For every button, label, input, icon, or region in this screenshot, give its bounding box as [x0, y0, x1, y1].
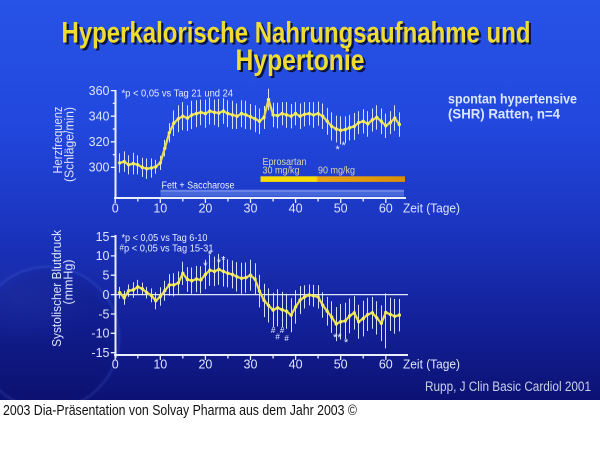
svg-text:60: 60 [379, 202, 393, 216]
svg-text:30: 30 [244, 358, 258, 372]
svg-text:spontan hypertensive: spontan hypertensive [448, 91, 577, 107]
svg-text:Zeit (Tage): Zeit (Tage) [403, 202, 460, 216]
svg-text:0: 0 [103, 288, 110, 302]
svg-text:#p < 0,05 vs Tag 15-31: #p < 0,05 vs Tag 15-31 [120, 243, 214, 255]
svg-text:20: 20 [198, 358, 212, 372]
svg-text:0: 0 [112, 202, 119, 216]
svg-text:40: 40 [289, 202, 303, 216]
svg-text:40: 40 [289, 358, 303, 372]
svg-text:#: # [284, 334, 289, 343]
svg-text:Zeit (Tage): Zeit (Tage) [403, 358, 460, 372]
svg-text:#: # [280, 326, 285, 335]
svg-text:20: 20 [198, 202, 212, 216]
svg-text:*: * [217, 257, 222, 269]
svg-text:340: 340 [89, 110, 110, 124]
svg-text:30: 30 [244, 202, 258, 216]
svg-text:*p < 0,05 vs Tag 6-10: *p < 0,05 vs Tag 6-10 [122, 232, 208, 244]
svg-text:*: * [203, 260, 208, 272]
svg-text:Systolischer Blutdruck: Systolischer Blutdruck [50, 229, 64, 347]
svg-text:**: ** [333, 332, 342, 344]
svg-text:300: 300 [89, 161, 110, 175]
svg-text:Fett + Saccharose: Fett + Saccharose [162, 181, 235, 192]
svg-text:10: 10 [153, 202, 167, 216]
svg-text:Eprosartan: Eprosartan [263, 157, 307, 168]
svg-text:*: * [221, 255, 226, 267]
svg-text:Hyperkalorische Nahrungsaufnah: Hyperkalorische Nahrungsaufnahme und [64, 19, 533, 52]
svg-text:Rupp, J Clin Basic Cardiol 200: Rupp, J Clin Basic Cardiol 2001 [425, 379, 591, 394]
svg-text:-15: -15 [91, 346, 109, 360]
svg-text:50: 50 [334, 358, 348, 372]
svg-text:-10: -10 [91, 327, 109, 341]
svg-text:*p < 0,05 vs Tag 21 und 24: *p < 0,05 vs Tag 21 und 24 [122, 88, 234, 100]
svg-text:10: 10 [96, 249, 110, 263]
svg-text:-5: -5 [98, 307, 109, 321]
svg-text:360: 360 [89, 84, 110, 98]
svg-text:(SHR) Ratten, n=4: (SHR) Ratten, n=4 [448, 106, 560, 122]
svg-text:2003 Dia-Präsentation von Solv: 2003 Dia-Präsentation von Solvay Pharma … [3, 403, 357, 419]
svg-text:*: * [208, 249, 213, 261]
svg-text:10: 10 [153, 358, 167, 372]
svg-text:60: 60 [379, 358, 393, 372]
svg-text:*: * [344, 337, 349, 349]
svg-text:(mmHg): (mmHg) [62, 259, 76, 304]
svg-text:Hyperkalorische Nahrungsaufnah: Hyperkalorische Nahrungsaufnahme und [62, 17, 531, 50]
svg-text:5: 5 [103, 269, 110, 283]
svg-text:Hypertonie: Hypertonie [238, 46, 367, 79]
svg-text:#: # [271, 326, 276, 335]
svg-text:0: 0 [112, 358, 119, 372]
svg-text:320: 320 [89, 135, 110, 149]
svg-text:#: # [275, 332, 280, 341]
svg-text:Herzfrequenz: Herzfrequenz [51, 107, 65, 174]
svg-text:(Schläge/min): (Schläge/min) [63, 107, 77, 182]
svg-text:90 mg/kg: 90 mg/kg [318, 165, 355, 176]
svg-text:50: 50 [334, 202, 348, 216]
svg-text:Hypertonie: Hypertonie [236, 44, 365, 77]
svg-text:30 mg/kg: 30 mg/kg [263, 165, 300, 176]
svg-text:15: 15 [96, 230, 110, 244]
svg-text:*: * [342, 140, 347, 152]
svg-text:*: * [336, 144, 341, 156]
